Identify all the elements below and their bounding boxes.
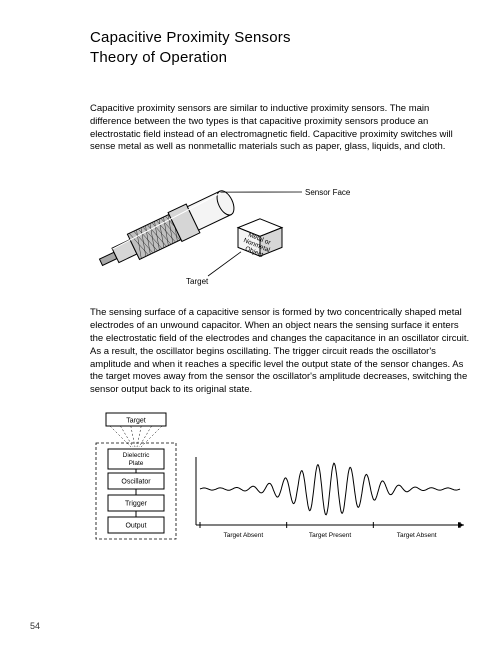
svg-text:Target: Target <box>126 417 146 424</box>
svg-text:Target Present: Target Present <box>309 532 351 539</box>
svg-text:Target: Target <box>186 277 209 286</box>
figure-sensor: Metal orNonmetalObjectSensor FaceTarget <box>90 168 472 293</box>
page-number: 54 <box>30 621 40 631</box>
svg-text:Target Absent: Target Absent <box>223 532 263 539</box>
svg-text:Trigger: Trigger <box>125 500 148 507</box>
title-block: Capacitive Proximity Sensors Theory of O… <box>90 28 472 67</box>
paragraph-1: Capacitive proximity sensors are similar… <box>90 103 472 154</box>
svg-text:Dielectric: Dielectric <box>123 452 150 459</box>
figure-block-wave: Target DielectricPlate Oscillator Trigger Ou… <box>90 411 472 556</box>
svg-text:Output: Output <box>125 522 146 529</box>
title-line-1: Capacitive Proximity Sensors <box>90 28 472 48</box>
sensor-illustration: Metal orNonmetalObjectSensor FaceTarget <box>90 168 400 288</box>
paragraph-2: The sensing surface of a capacitive sens… <box>90 307 472 397</box>
svg-text:Sensor Face: Sensor Face <box>305 188 351 197</box>
title-line-2: Theory of Operation <box>90 48 472 68</box>
block-wave-illustration: Target DielectricPlate Oscillator Trigger Ou… <box>90 411 470 551</box>
svg-text:Target Absent: Target Absent <box>397 532 437 539</box>
svg-text:Oscillator: Oscillator <box>121 478 151 485</box>
svg-text:Plate: Plate <box>129 460 144 467</box>
